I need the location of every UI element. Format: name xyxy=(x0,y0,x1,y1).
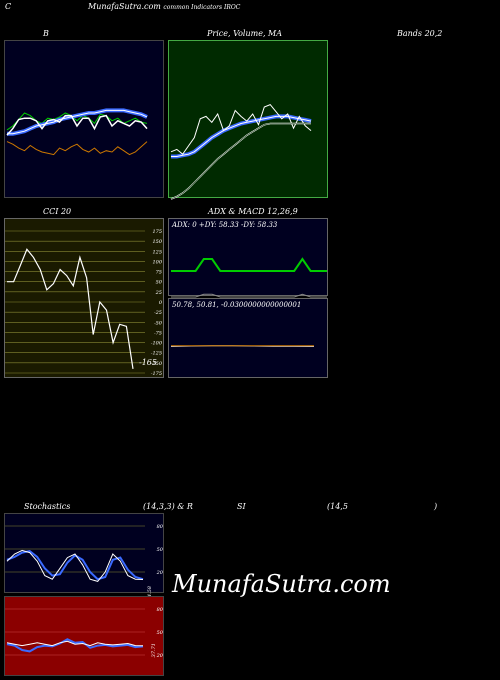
price-ma-inner xyxy=(171,115,312,157)
bollinger-price xyxy=(6,114,148,136)
cci-tick-label: 175 xyxy=(152,229,162,235)
cci-tick-label: -125 xyxy=(151,351,162,357)
bollinger-svg xyxy=(6,108,148,156)
adx-svg xyxy=(171,257,327,298)
cci-tick-label: -150 xyxy=(151,361,163,367)
adx-di-line xyxy=(171,257,327,272)
macd-svg xyxy=(170,345,315,347)
adx-panel: ADX: 0 +DY: 58.33 -DY: 58.33 xyxy=(168,218,328,298)
bollinger-lower-band xyxy=(6,141,148,156)
rsi-signal-line xyxy=(6,638,144,653)
cci-line xyxy=(7,248,134,369)
stoch-d-line xyxy=(6,550,144,581)
cci-tick-label: -25 xyxy=(154,310,162,316)
label-rsi-params: (14,5 xyxy=(327,502,348,511)
rsi-panel: 80 50 20 37.71 xyxy=(4,596,164,676)
adx-info: ADX: 0 +DY: 58.33 -DY: 58.33 xyxy=(172,221,278,229)
stoch-panel: 80 50 20 14.58 xyxy=(4,513,164,600)
stoch-k-line xyxy=(6,549,144,582)
price-svg xyxy=(170,103,312,200)
cci-tick-label: 100 xyxy=(152,259,162,265)
bollinger-panel xyxy=(4,40,164,198)
label-bands: Bands 20,2 xyxy=(397,29,443,38)
label-b: B xyxy=(43,29,49,38)
rsi-tick-label: 20 xyxy=(156,653,164,659)
adx-di-markers xyxy=(171,293,327,298)
cci-tick-label: -50 xyxy=(154,320,163,326)
price-long-ma xyxy=(170,122,311,200)
label-adx: ADX & MACD 12,26,9 xyxy=(208,207,298,216)
price-panel xyxy=(168,40,328,200)
cci-tick-label: 75 xyxy=(156,270,162,276)
macd-panel: 50.78, 50.81, -0.0300000000000001 xyxy=(168,298,328,378)
cci-current-value: -165 xyxy=(139,358,157,367)
label-stoch-params: (14,3,3) & R xyxy=(143,502,193,511)
stoch-tick-label: 20 xyxy=(156,570,164,576)
cci-tick-label: 25 xyxy=(155,290,162,296)
price-ma-outer xyxy=(171,114,312,159)
cci-tick-label: 0 xyxy=(159,300,163,306)
stoch-svg: 80 50 20 14.58 xyxy=(5,524,164,600)
header-left: C xyxy=(5,2,12,11)
label-cci: CCI 20 xyxy=(43,207,72,216)
macd-info: 50.78, 50.81, -0.0300000000000001 xyxy=(172,301,302,309)
bollinger-ma-inner xyxy=(7,109,148,135)
rsi-line xyxy=(6,640,144,647)
cci-tick-label: -100 xyxy=(151,341,163,347)
cci-tick-label: 150 xyxy=(152,239,162,245)
cci-tick-label: -175 xyxy=(151,371,162,377)
rsi-tick-label: 50 xyxy=(157,630,164,636)
cci-tick-label: 50 xyxy=(156,280,163,286)
label-rsi-close: ) xyxy=(434,502,438,511)
stoch-tick-label: 50 xyxy=(157,547,164,553)
cci-tick-label: -75 xyxy=(154,330,162,336)
price-long-ma-core xyxy=(170,123,311,200)
stoch-tick-label: 80 xyxy=(157,524,164,530)
site-name: MunafaSutra.com xyxy=(88,2,161,11)
label-stoch: Stochastics xyxy=(24,502,71,511)
cci-panel: 175 150 125 100 75 50 25 0 -25 -50 -75 -100 -125 -150… xyxy=(4,218,164,378)
label-price: Price, Volume, MA xyxy=(207,29,283,38)
header-title: MunafaSutra.com common Indicators IROC xyxy=(88,2,240,11)
rsi-tick-label: 80 xyxy=(157,607,164,613)
cci-svg: 175 150 125 100 75 50 25 0 -25 -50 -75 -100 -125 -150… xyxy=(5,229,163,377)
label-si: SI xyxy=(237,502,246,511)
price-line xyxy=(170,103,312,155)
header-subtitle: common Indicators IROC xyxy=(163,4,241,11)
watermark: MunafaSutra.com xyxy=(172,570,391,598)
stoch-current-value: 14.58 xyxy=(147,586,153,600)
rsi-current-value: 37.71 xyxy=(151,643,157,657)
cci-tick-label: 125 xyxy=(152,249,162,255)
